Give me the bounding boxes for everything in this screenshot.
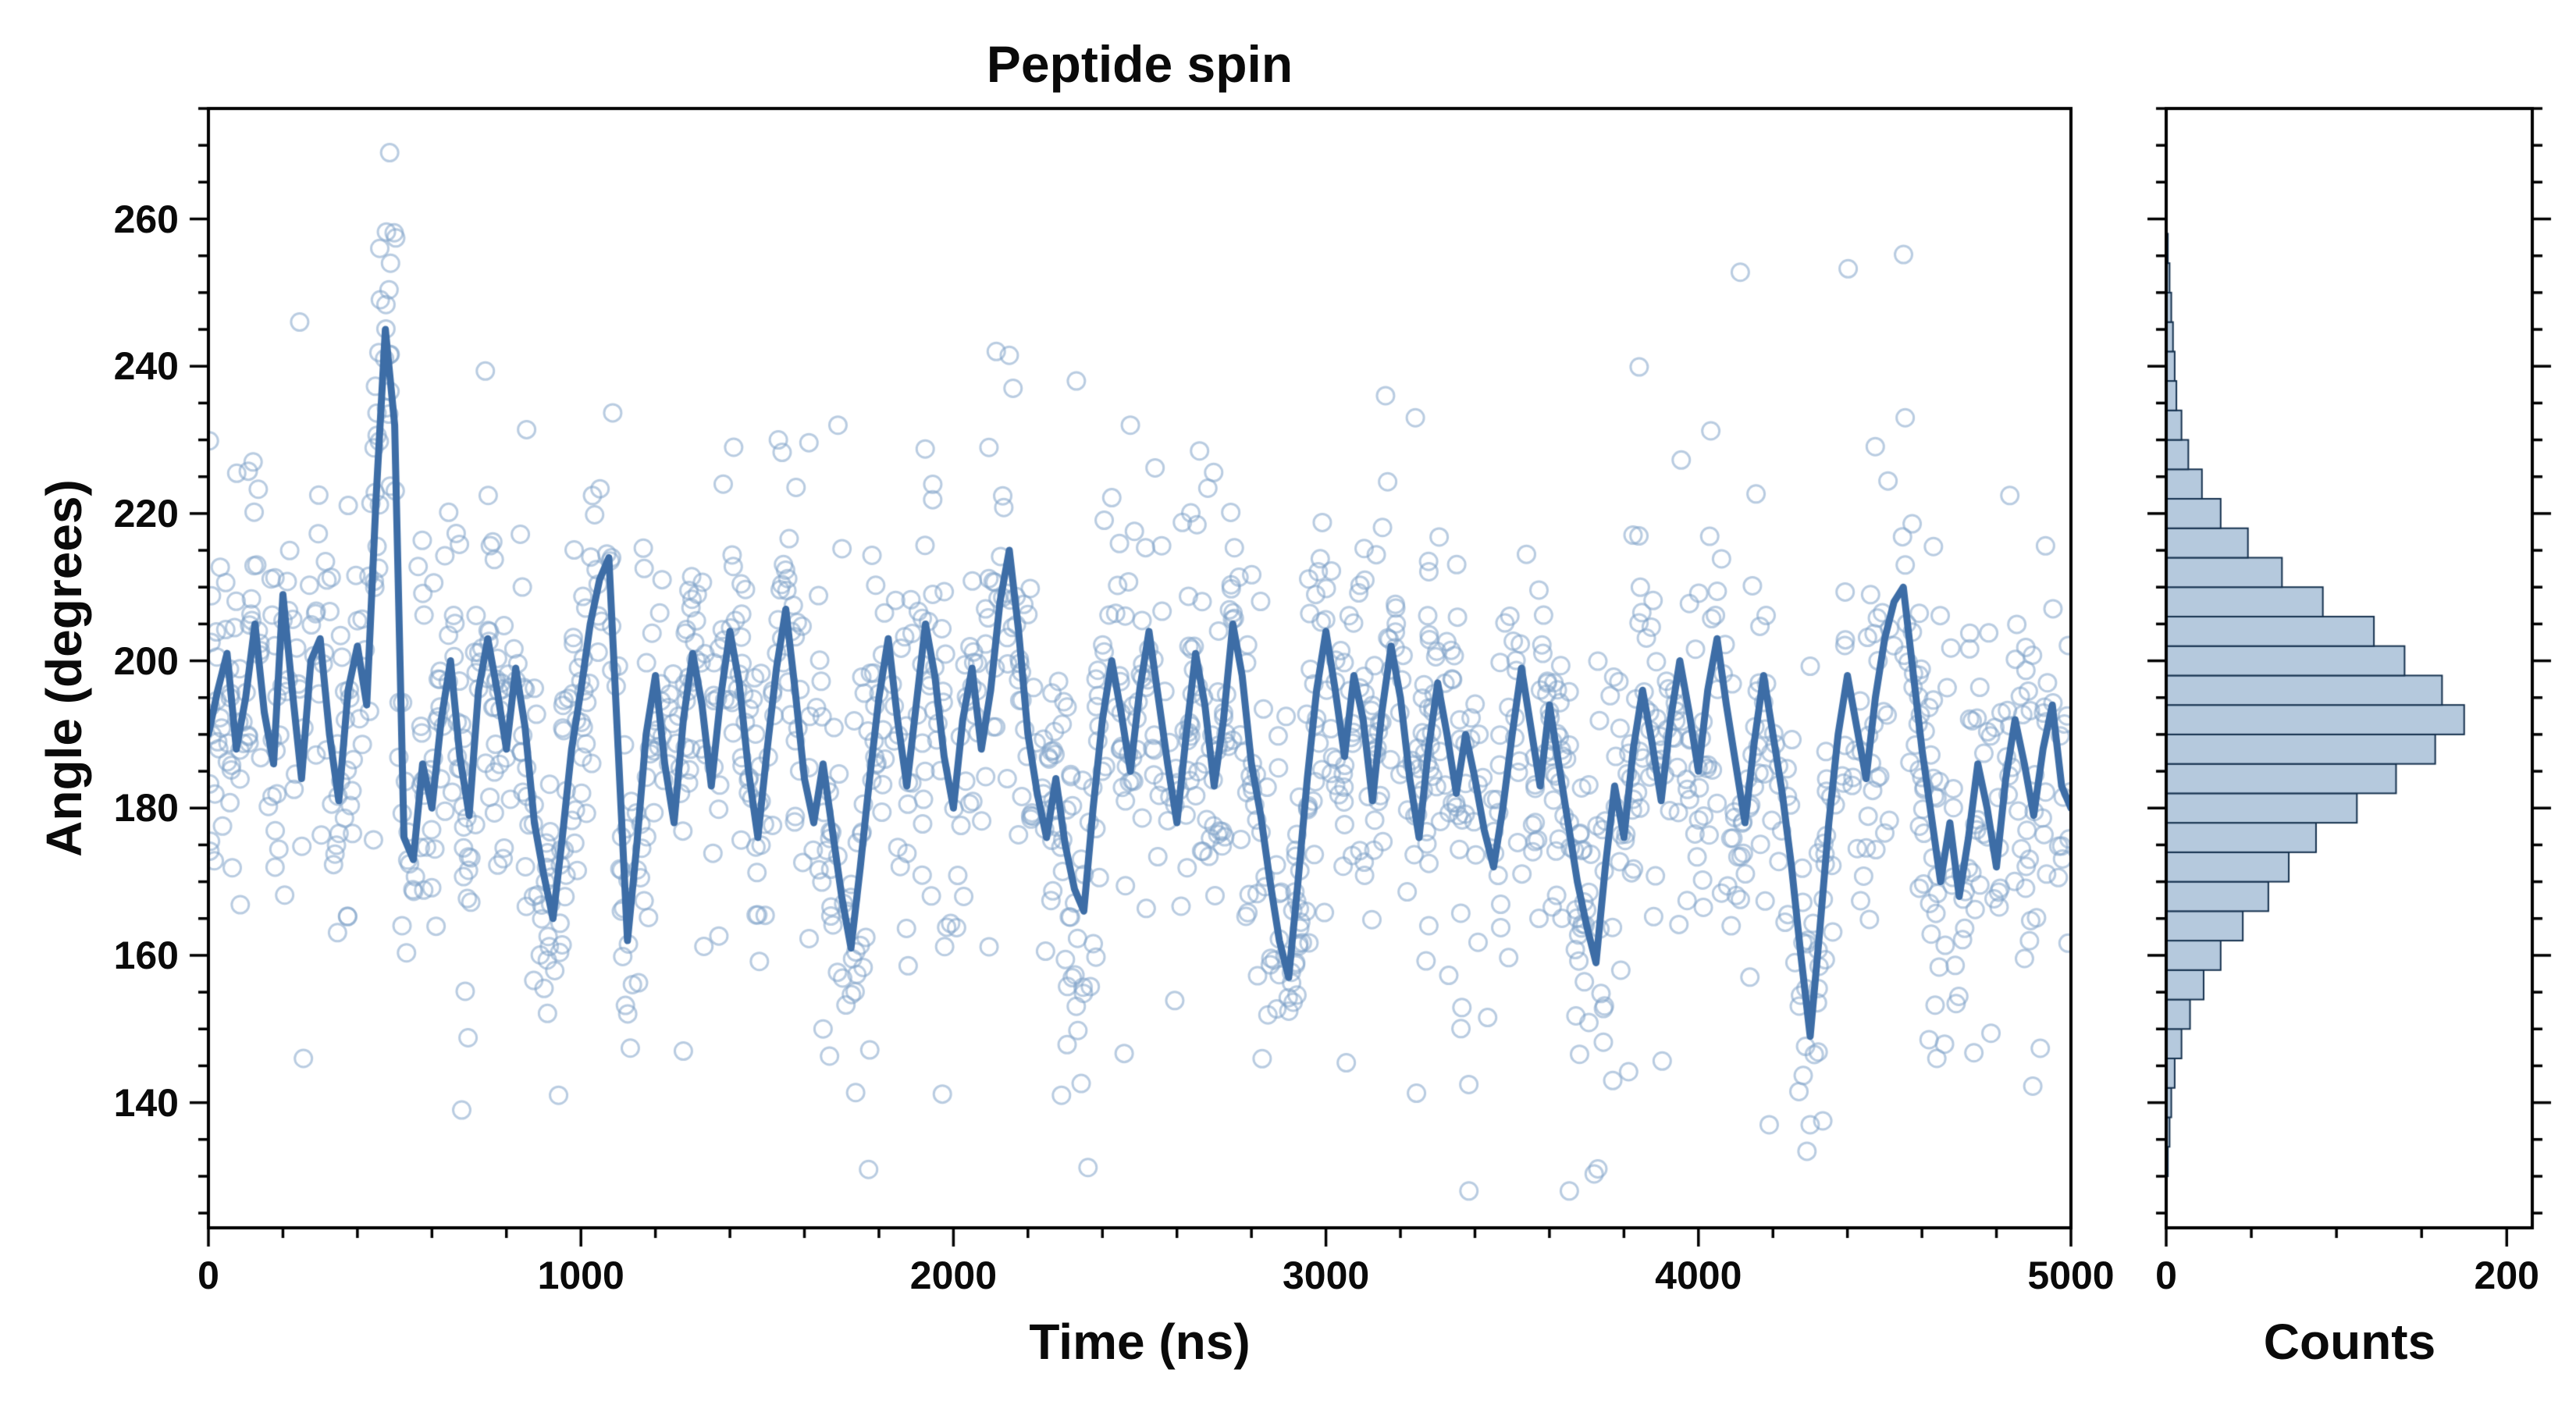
- figure: Peptide spin Time (ns) Angle (degrees) C…: [0, 0, 2576, 1405]
- chart-canvas: [0, 0, 2576, 1405]
